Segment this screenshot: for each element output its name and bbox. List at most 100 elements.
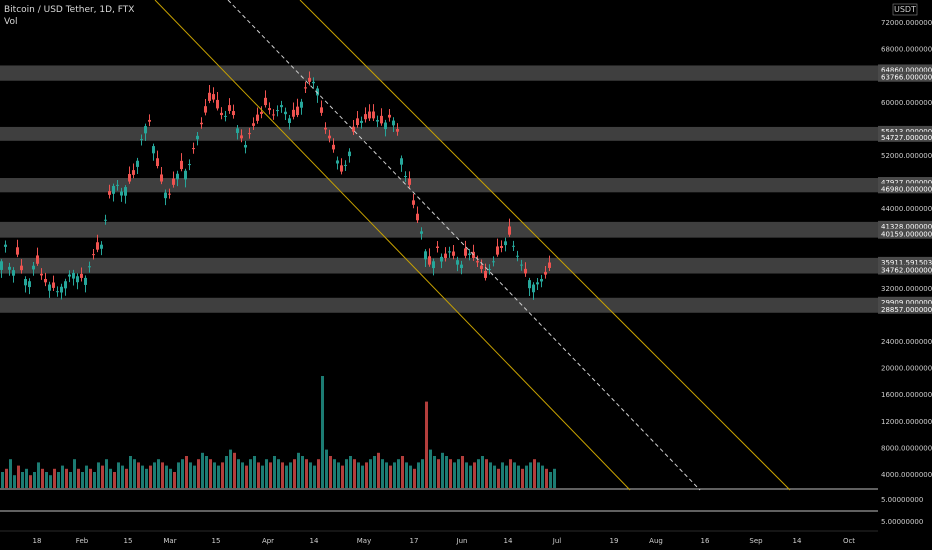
volume-bar [341, 465, 344, 488]
candle-body [208, 92, 211, 101]
candle-body [280, 105, 283, 108]
volume-bar [161, 462, 164, 488]
candle-body [436, 246, 439, 248]
volume-bar [89, 468, 92, 488]
price-tick-label: 12000.00000000 [881, 418, 932, 426]
level-label-bg [878, 177, 932, 188]
time-tick-label: 14 [793, 537, 802, 545]
volume-bar [69, 472, 72, 488]
volume-bar [25, 468, 28, 488]
candle-body [76, 276, 79, 283]
price-tick-label: 52000.00000000 [881, 152, 932, 160]
candle-body [292, 109, 295, 117]
level-label: 40159.00000000 [881, 231, 932, 239]
volume-bar [481, 456, 484, 488]
candle-body [204, 106, 207, 113]
volume-bar [429, 449, 432, 488]
candle-body [368, 111, 371, 119]
volume-bar [221, 462, 224, 488]
volume-bar [521, 468, 524, 488]
candle-body [12, 270, 15, 276]
time-tick-label: Mar [163, 537, 176, 545]
volume-bar [261, 465, 264, 488]
candle-body [176, 173, 179, 180]
volume-bar [293, 459, 296, 488]
candle-body [136, 160, 139, 167]
volume-bar [417, 462, 420, 488]
volume-bar [81, 472, 84, 488]
candle-body [492, 261, 495, 263]
volume-bar [5, 468, 8, 488]
volume-bar [405, 462, 408, 488]
volume-bar [157, 459, 160, 488]
time-tick-label: 15 [212, 537, 221, 545]
candle-body [416, 213, 419, 221]
volume-bar [73, 459, 76, 488]
volume-bar [125, 468, 128, 488]
candle-body [16, 247, 19, 255]
volume-bar [285, 465, 288, 488]
candle-body [228, 105, 231, 111]
candle-body [408, 178, 411, 185]
candle-body [52, 282, 55, 288]
volume-bar [489, 462, 492, 488]
volume-bar [297, 452, 300, 488]
time-tick-label: Sep [749, 537, 763, 545]
candle-body [60, 286, 63, 293]
candle-body [304, 87, 307, 89]
volume-bar [41, 468, 44, 488]
level-label: 34762.00000000 [881, 267, 932, 275]
candle-body [296, 106, 299, 116]
candle-body [88, 266, 91, 268]
volume-bar [189, 462, 192, 488]
volume-bar [265, 459, 268, 488]
channel-upper-line [299, 0, 791, 491]
volume-bar [493, 465, 496, 488]
candle-body [464, 248, 467, 256]
volume-bar [129, 456, 132, 488]
price-axis-bg [878, 0, 932, 550]
volume-bar [445, 456, 448, 488]
candle-body [400, 158, 403, 165]
sr-zone [0, 178, 878, 193]
volume-bar [469, 465, 472, 488]
volume-bar [289, 462, 292, 488]
candle-body [240, 135, 243, 139]
volume-bar [433, 456, 436, 488]
candle-body [152, 146, 155, 154]
candle-body [468, 253, 471, 255]
candle-body [272, 114, 275, 116]
volume-bar [109, 468, 112, 488]
volume-bar [133, 459, 136, 488]
price-tick-label: 4000.00000000 [881, 471, 932, 479]
candle-body [324, 127, 327, 130]
candle-body [84, 277, 87, 285]
candle-body [4, 244, 7, 247]
volume-bar [37, 462, 40, 488]
candle-body [48, 284, 51, 291]
volume-bar [385, 462, 388, 488]
time-tick-label: 15 [124, 537, 133, 545]
candle-body [224, 115, 227, 117]
candle-body [132, 170, 135, 175]
candle-body [348, 151, 351, 157]
volume-bar [117, 462, 120, 488]
volume-bar [309, 462, 312, 488]
volume-bar [537, 462, 540, 488]
candle-body [380, 115, 383, 124]
volume-bar [381, 459, 384, 488]
time-tick-label: 19 [610, 537, 619, 545]
volume-bar [181, 459, 184, 488]
volume-bar [345, 459, 348, 488]
candle-body [504, 241, 507, 246]
volume-bar [201, 452, 204, 488]
candle-body [356, 118, 359, 126]
level-label: 41328.00000000 [881, 223, 932, 231]
time-tick-label: Aug [649, 537, 663, 545]
volume-bar [545, 468, 548, 488]
price-tick-label: 72000.00000000 [881, 19, 932, 27]
level-label-bg [878, 183, 932, 194]
volume-bar [165, 465, 168, 488]
